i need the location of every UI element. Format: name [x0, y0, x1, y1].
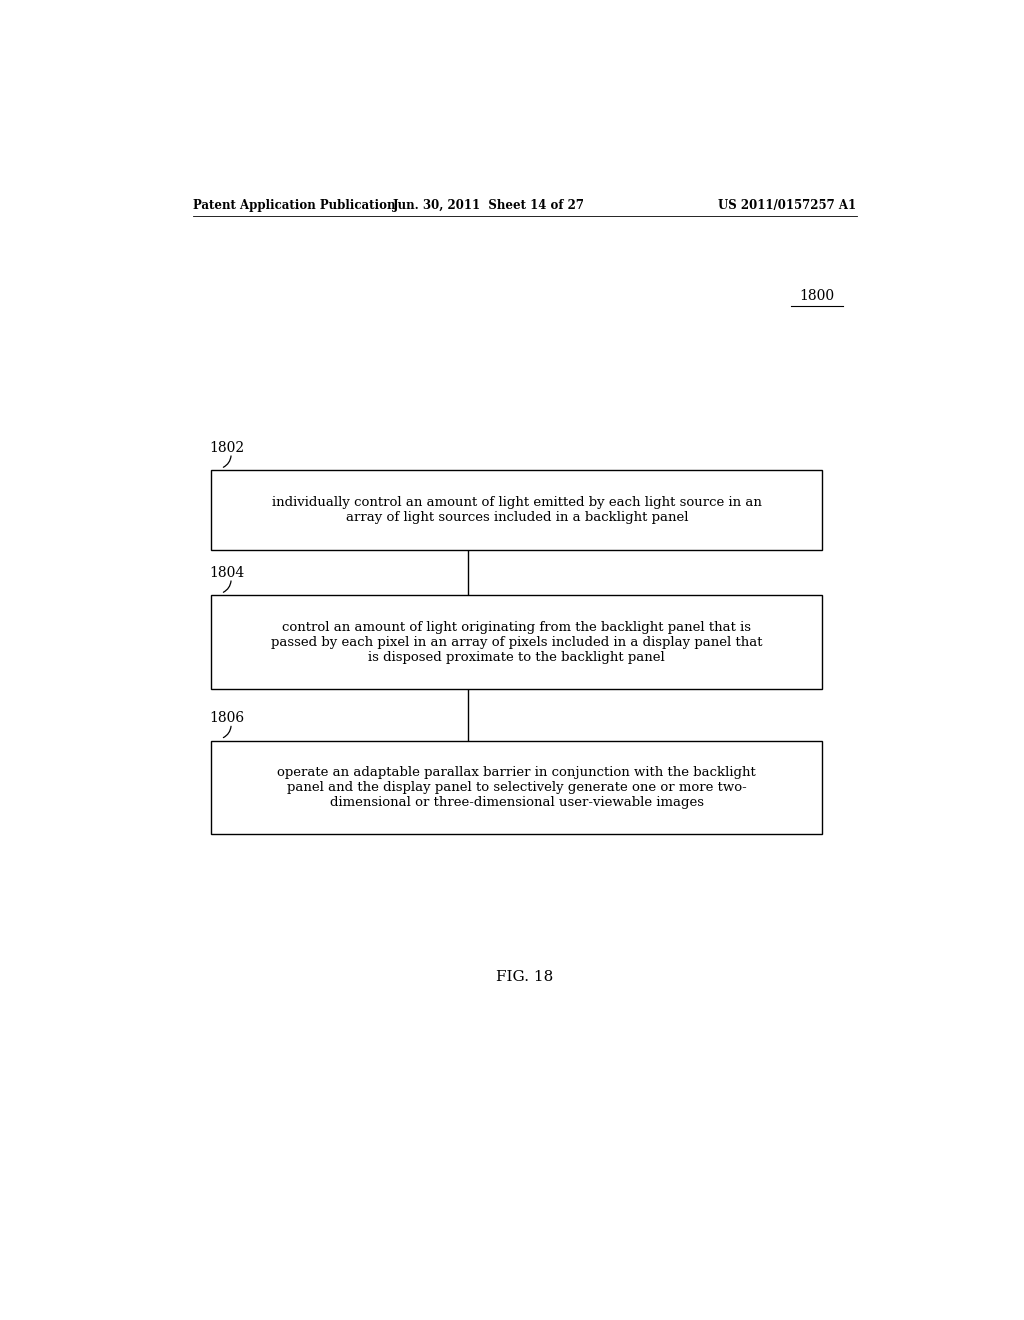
Text: individually control an amount of light emitted by each light source in an
array: individually control an amount of light …: [272, 496, 762, 524]
Text: Patent Application Publication: Patent Application Publication: [194, 198, 395, 211]
Text: 1802: 1802: [210, 441, 245, 455]
Text: control an amount of light originating from the backlight panel that is
passed b: control an amount of light originating f…: [271, 620, 763, 664]
Text: Jun. 30, 2011  Sheet 14 of 27: Jun. 30, 2011 Sheet 14 of 27: [393, 198, 585, 211]
Text: operate an adaptable parallax barrier in conjunction with the backlight
panel an: operate an adaptable parallax barrier in…: [278, 766, 757, 809]
Text: US 2011/0157257 A1: US 2011/0157257 A1: [719, 198, 856, 211]
FancyBboxPatch shape: [211, 470, 822, 549]
FancyBboxPatch shape: [211, 595, 822, 689]
Text: 1806: 1806: [210, 711, 245, 726]
FancyBboxPatch shape: [211, 741, 822, 834]
Text: 1800: 1800: [800, 289, 835, 302]
Text: FIG. 18: FIG. 18: [497, 970, 553, 983]
Text: 1804: 1804: [210, 566, 245, 579]
